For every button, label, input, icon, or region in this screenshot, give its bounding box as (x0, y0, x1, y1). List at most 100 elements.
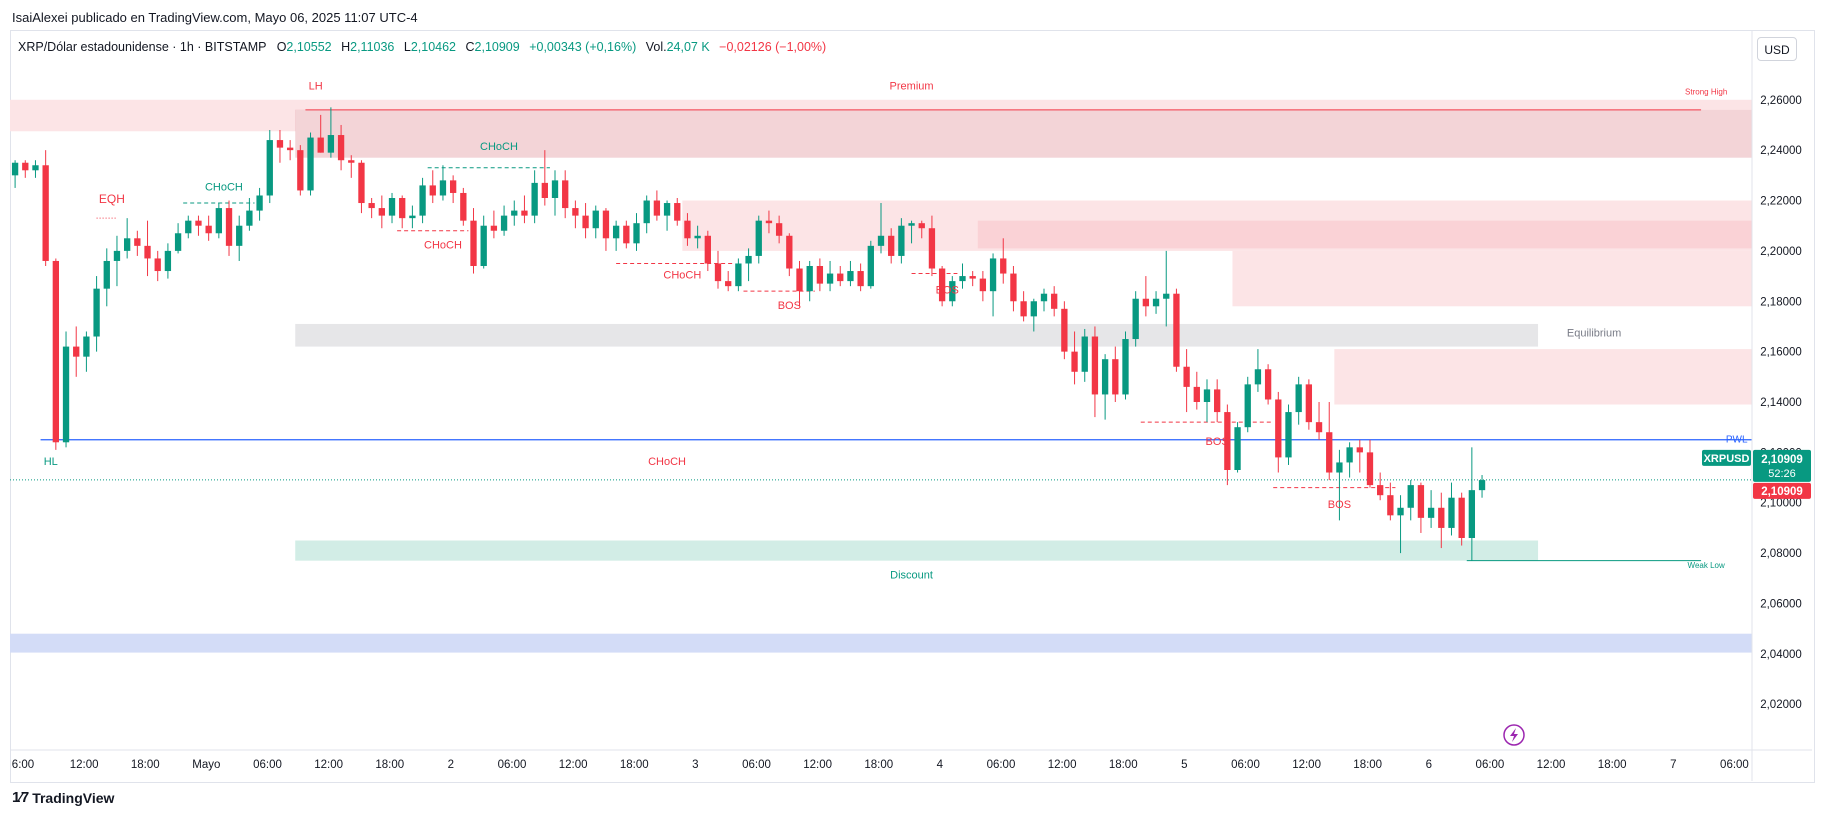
countdown-timer: 52:26 (1768, 468, 1796, 480)
x-tick-label: 12:00 (559, 759, 588, 771)
candle-body (511, 210, 518, 216)
candle-body (1010, 273, 1017, 302)
candle-body (969, 276, 976, 279)
label-choch-1: CHoCH (205, 181, 243, 193)
candle-body (1417, 485, 1425, 518)
candle-body (663, 203, 671, 216)
y-tick-label: 2,14000 (1760, 397, 1802, 409)
chart-frame[interactable] (10, 30, 1815, 783)
candle-body (735, 263, 742, 287)
high-label: H (341, 40, 351, 54)
candle-body (256, 195, 263, 211)
close-label: C (465, 40, 475, 54)
candle-body (826, 273, 834, 284)
x-tick-label: 12:00 (314, 759, 343, 771)
candle-body (1478, 480, 1486, 491)
close-value: 2,10909 (474, 40, 520, 54)
label-choch-3: CHoCH (424, 239, 462, 251)
candle-body (1020, 301, 1027, 317)
candle-body (1152, 298, 1160, 307)
last-price-value: 2,10909 (1761, 454, 1803, 466)
candle-body (103, 260, 110, 289)
x-tick-label: 18:00 (375, 759, 404, 771)
candle-body (225, 208, 233, 246)
candle-body (470, 220, 477, 266)
x-tick-label: 06:00 (1720, 759, 1749, 771)
candle-body (378, 208, 385, 216)
label-discount: Discount (890, 569, 933, 581)
x-tick-label: 18:00 (1598, 759, 1627, 771)
x-tick-label: 18:00 (1109, 759, 1138, 771)
symbol-title[interactable]: XRP/Dólar estadounidense · 1h · BITSTAMP (18, 40, 267, 54)
candle-body (582, 215, 589, 229)
candle-body (541, 182, 548, 198)
candle-body (93, 288, 100, 337)
y-tick-label: 2,06000 (1760, 598, 1802, 610)
candle-body (1407, 485, 1414, 508)
candle-body (266, 140, 273, 196)
candle-body (674, 203, 681, 221)
order-block-2 (1232, 250, 1752, 307)
candle-body (195, 220, 202, 226)
label-premium: Premium (890, 81, 934, 93)
candle-body (83, 336, 90, 357)
candle-body (409, 215, 416, 219)
candle-body (32, 165, 39, 171)
high-value: 2,11036 (350, 40, 395, 54)
candle-body (786, 235, 793, 269)
candle-body (1101, 359, 1109, 395)
x-tick-label: 18:00 (864, 759, 893, 771)
candle-body (745, 255, 752, 264)
candle-body (429, 185, 436, 196)
change-value: +0,00343 (+0,16%) (529, 40, 637, 54)
candle-body (236, 225, 243, 246)
candle-body (521, 210, 528, 216)
candle-body (1224, 412, 1231, 470)
candle-body (1336, 462, 1343, 473)
label-bos-4: BOS (1328, 499, 1351, 511)
last-price-tag-alt (1753, 482, 1811, 499)
candle-body (531, 182, 538, 216)
candle-body (1387, 495, 1394, 516)
open-value: 2,10552 (286, 40, 332, 54)
candle-body (816, 266, 824, 284)
candle-body (1244, 384, 1251, 428)
candle-body (174, 233, 182, 251)
candle-body (551, 180, 559, 198)
candle-body (898, 225, 905, 256)
label-bos-3: BOS (1206, 436, 1229, 448)
candle-body (1448, 497, 1455, 528)
equilibrium-zone (295, 323, 1539, 347)
candle-body (612, 225, 620, 239)
candle-body (1061, 308, 1068, 352)
label-choch-4: CHoCH (663, 270, 701, 282)
candle-body (113, 250, 121, 261)
x-tick-label: 18:00 (131, 759, 160, 771)
candle-body (1000, 258, 1007, 274)
candle-body (1366, 452, 1374, 486)
candle-body (1326, 432, 1333, 473)
label-strong-high: Strong High (1685, 88, 1727, 97)
candle-body (246, 210, 253, 226)
candle-body (1427, 507, 1435, 518)
candle-body (653, 200, 661, 216)
candle-body (714, 263, 722, 282)
candle-body (765, 220, 773, 224)
candle-body (704, 235, 711, 264)
candle-body (399, 198, 406, 219)
symbol-legend: XRP/Dólar estadounidense · 1h · BITSTAMP… (18, 40, 826, 54)
candle-body (123, 238, 131, 251)
currency-button[interactable]: USD (1757, 37, 1797, 61)
candle-body (164, 250, 172, 272)
x-tick-label: 12:00 (803, 759, 832, 771)
candle-body (1356, 447, 1363, 453)
tradingview-logo[interactable]: 1⁄7 TradingView (12, 789, 114, 806)
label-pwl: PWL (1726, 434, 1748, 445)
x-tick-label: 7 (1670, 759, 1676, 771)
candle-body (1468, 490, 1476, 538)
candle-body (449, 180, 457, 193)
symbol-tag (1702, 449, 1751, 466)
candle-body (1040, 293, 1048, 302)
candle-body (867, 245, 874, 287)
